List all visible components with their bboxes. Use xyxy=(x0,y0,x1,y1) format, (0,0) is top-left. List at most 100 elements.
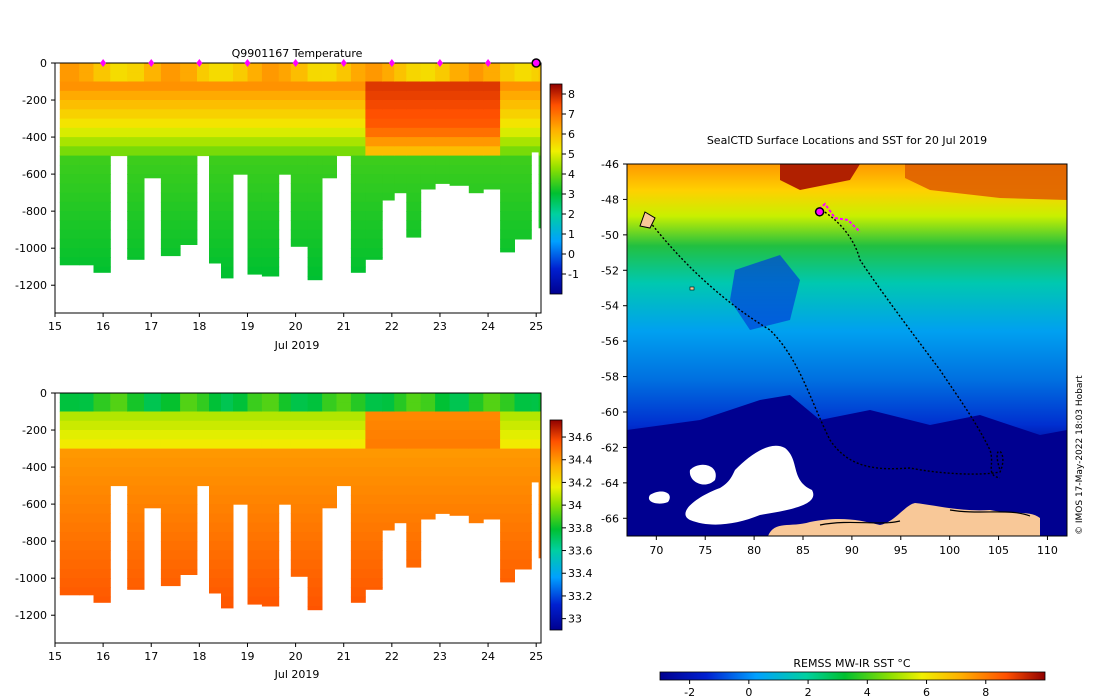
profile-cell xyxy=(127,550,145,561)
profile-cell xyxy=(261,550,280,561)
profile-cell xyxy=(394,100,407,110)
profile-cell xyxy=(93,63,111,73)
profile-cell xyxy=(209,127,222,138)
profile-cell xyxy=(531,402,540,413)
profile-cell xyxy=(406,164,422,175)
profile-cell xyxy=(406,127,422,138)
profile-cell xyxy=(180,430,198,440)
profile-cell xyxy=(197,430,210,440)
profile-cell xyxy=(538,109,542,120)
profile-cell xyxy=(531,439,540,450)
colorbar-tick-label: 33.8 xyxy=(568,522,593,535)
profile-cell xyxy=(420,118,436,129)
profile-cell xyxy=(247,174,263,184)
profile-cell xyxy=(233,494,248,505)
profile-cell xyxy=(247,164,263,175)
lon-tick-label: 110 xyxy=(1037,544,1058,557)
profile-cell xyxy=(197,118,210,129)
profile-cell xyxy=(79,146,94,157)
profile-cell xyxy=(93,476,111,487)
profile-cell xyxy=(144,485,162,496)
profile-cell xyxy=(197,467,210,477)
profile-cell xyxy=(79,485,94,496)
profile-cell xyxy=(180,100,198,110)
profile-cell xyxy=(93,220,111,231)
profile-cell xyxy=(500,229,515,240)
profile-cell xyxy=(350,137,366,147)
profile-cell xyxy=(435,72,450,83)
profile-cell xyxy=(127,174,145,184)
profile-cell xyxy=(382,457,395,468)
profile-cell xyxy=(110,109,128,120)
profile-cell xyxy=(79,587,94,596)
profile-cell xyxy=(449,72,470,83)
x-tick-label: 24 xyxy=(481,650,495,663)
profile-cell xyxy=(420,476,436,487)
profile-cell xyxy=(261,531,280,542)
profile-cell xyxy=(365,72,383,83)
profile-cell xyxy=(93,494,111,505)
profile-cell xyxy=(79,457,94,468)
profile-cell xyxy=(483,513,501,520)
profile-cell xyxy=(307,439,323,450)
profile-cell xyxy=(365,155,383,166)
profile-cell xyxy=(394,485,407,496)
profile-cell xyxy=(468,513,484,524)
profile-cell xyxy=(538,81,542,92)
profile-cell xyxy=(538,220,542,229)
profile-cell xyxy=(350,457,366,468)
temperature-x-ticks: 15 16 17 18 19 20 21 22 23 24 25 xyxy=(48,313,543,333)
profile-cell xyxy=(514,109,532,120)
profile-cell xyxy=(420,420,436,431)
profile-cell xyxy=(79,494,94,505)
profile-cell xyxy=(59,578,80,588)
surfacing-marker xyxy=(292,59,299,67)
profile-cell xyxy=(483,448,501,459)
profile-cell xyxy=(531,146,540,153)
profile-cell xyxy=(59,220,80,231)
profile-cell xyxy=(290,476,309,487)
profile-cell xyxy=(180,220,198,231)
profile-cell xyxy=(538,100,542,110)
profile-cell xyxy=(365,578,383,588)
profile-cell xyxy=(350,430,366,440)
profile-cell xyxy=(261,164,280,175)
profile-cell xyxy=(221,229,234,240)
colorbar-tick-label: 4 xyxy=(568,168,575,181)
profile-cell xyxy=(221,393,234,403)
lat-tick-label: -52 xyxy=(601,264,619,277)
profile-cell xyxy=(382,411,395,422)
profile-cell xyxy=(93,541,111,551)
profile-cell xyxy=(290,164,309,175)
profile-cell xyxy=(180,393,198,403)
profile-cell xyxy=(261,137,280,147)
profile-cell xyxy=(435,155,450,166)
profile-cell xyxy=(180,402,198,413)
profile-cell xyxy=(500,72,515,83)
profile-cell xyxy=(59,559,80,570)
profile-cell xyxy=(406,504,422,514)
profile-cell xyxy=(394,494,407,505)
profile-cell xyxy=(435,127,450,138)
profile-cell xyxy=(197,420,210,431)
profile-cell xyxy=(382,174,395,184)
profile-cell xyxy=(382,494,395,505)
profile-cell xyxy=(93,430,111,440)
profile-cell xyxy=(336,72,352,83)
profile-cell xyxy=(350,220,366,231)
lat-tick-label: -64 xyxy=(601,477,619,490)
profile-cell xyxy=(180,522,198,533)
colorbar-tick-label: 6 xyxy=(568,128,575,141)
profile-cell xyxy=(420,485,436,496)
profile-cell xyxy=(290,568,309,577)
profile-cell xyxy=(322,90,337,101)
profile-cell xyxy=(449,146,470,157)
x-tick-label: 24 xyxy=(481,320,495,333)
profile-cell xyxy=(93,229,111,240)
profile-cell xyxy=(221,448,234,459)
profile-cell xyxy=(420,146,436,157)
profile-cell xyxy=(79,550,94,561)
profile-cell xyxy=(307,467,323,477)
profile-cell xyxy=(261,393,280,403)
profile-cell xyxy=(468,146,484,157)
